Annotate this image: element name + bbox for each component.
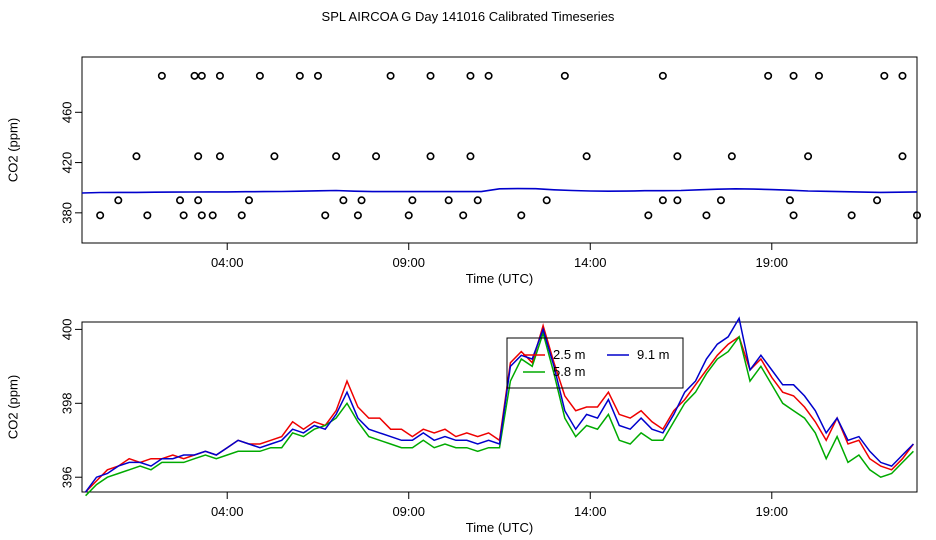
top-scatter-point <box>898 71 907 80</box>
bottom-x-tick-label: 14:00 <box>574 504 607 519</box>
bottom-x-tick-label: 09:00 <box>392 504 425 519</box>
top-scatter-point <box>404 211 413 220</box>
top-scatter-point <box>157 71 166 80</box>
top-y-axis-label: CO2 (ppm) <box>5 118 20 182</box>
top-series-line <box>81 187 918 194</box>
bottom-series-5-8-m <box>85 330 914 497</box>
top-y-tick-label: 460 <box>59 101 74 123</box>
top-scatter-point <box>560 71 569 80</box>
top-x-tick-label: 14:00 <box>574 255 607 270</box>
top-scatter-point <box>313 71 322 80</box>
bottom-series-9-1-m <box>84 316 914 493</box>
top-scatter-point <box>484 71 493 80</box>
top-scatter-point <box>459 211 468 220</box>
bottom-x-axis-label: Time (UTC) <box>466 520 533 535</box>
top-scatter-point <box>386 71 395 80</box>
top-scatter-point <box>372 152 381 161</box>
top-scatter-point <box>321 211 330 220</box>
top-scatter-point <box>245 196 254 205</box>
bottom-y-tick-label: 400 <box>59 319 74 341</box>
top-scatter-point <box>353 211 362 220</box>
top-scatter-point <box>270 152 279 161</box>
top-scatter-point <box>237 211 246 220</box>
legend-box <box>506 337 684 389</box>
top-scatter-point <box>517 211 526 220</box>
top-scatter-point <box>814 71 823 80</box>
top-scatter-point <box>764 71 773 80</box>
top-scatter-point <box>542 196 551 205</box>
top-scatter-point <box>444 196 453 205</box>
bottom-y-tick-label: 396 <box>59 466 74 488</box>
bottom-series-2-5-m <box>85 323 915 493</box>
top-x-tick-label: 09:00 <box>392 255 425 270</box>
top-plot-frame <box>81 56 918 244</box>
top-scatter-point <box>339 196 348 205</box>
bottom-x-tick-label: 19:00 <box>756 504 789 519</box>
bottom-x-tick-label: 04:00 <box>211 504 244 519</box>
top-scatter-point <box>179 211 188 220</box>
top-scatter-point <box>255 71 264 80</box>
top-scatter-point <box>215 71 224 80</box>
top-scatter-point <box>215 152 224 161</box>
top-scatter-point <box>847 211 856 220</box>
top-x-axis-label: Time (UTC) <box>466 271 533 286</box>
chart-title: SPL AIRCOA G Day 141016 Calibrated Times… <box>321 9 615 24</box>
legend-label: 2.5 m <box>553 347 586 362</box>
top-scatter-point <box>426 71 435 80</box>
legend-label: 5.8 m <box>553 364 586 379</box>
top-scatter-point <box>426 152 435 161</box>
top-y-tick-label: 420 <box>59 152 74 174</box>
top-scatter-point <box>197 211 206 220</box>
top-scatter-point <box>658 71 667 80</box>
top-scatter-point <box>673 152 682 161</box>
top-scatter-point <box>644 211 653 220</box>
top-scatter-point <box>332 152 341 161</box>
top-scatter-point <box>898 152 907 161</box>
top-scatter-point <box>789 211 798 220</box>
top-scatter-point <box>408 196 417 205</box>
top-scatter-point <box>132 152 141 161</box>
top-scatter-point <box>194 152 203 161</box>
legend-label: 9.1 m <box>637 347 670 362</box>
top-scatter-point <box>912 211 921 220</box>
top-scatter-point <box>190 71 199 80</box>
top-scatter-point <box>466 71 475 80</box>
top-scatter-point <box>96 211 105 220</box>
top-scatter-point <box>194 196 203 205</box>
top-scatter-point <box>208 211 217 220</box>
top-scatter-point <box>176 196 185 205</box>
top-scatter-point <box>114 196 123 205</box>
bottom-plot-frame <box>81 321 918 493</box>
top-scatter-point <box>197 71 206 80</box>
top-scatter-point <box>473 196 482 205</box>
top-y-tick-label: 380 <box>59 202 74 224</box>
top-scatter-point <box>804 152 813 161</box>
top-scatter-point <box>727 152 736 161</box>
top-scatter-point <box>873 196 882 205</box>
top-scatter-point <box>658 196 667 205</box>
top-scatter-point <box>789 71 798 80</box>
top-scatter-point <box>716 196 725 205</box>
top-scatter-point <box>143 211 152 220</box>
top-scatter-point <box>785 196 794 205</box>
top-x-tick-label: 04:00 <box>211 255 244 270</box>
top-scatter-point <box>357 196 366 205</box>
top-x-tick-label: 19:00 <box>756 255 789 270</box>
bottom-y-axis-label: CO2 (ppm) <box>5 375 20 439</box>
bottom-y-tick-label: 398 <box>59 392 74 414</box>
top-scatter-point <box>880 71 889 80</box>
top-scatter-point <box>295 71 304 80</box>
top-scatter-point <box>673 196 682 205</box>
top-scatter-point <box>466 152 475 161</box>
top-scatter-point <box>582 152 591 161</box>
top-scatter-point <box>702 211 711 220</box>
